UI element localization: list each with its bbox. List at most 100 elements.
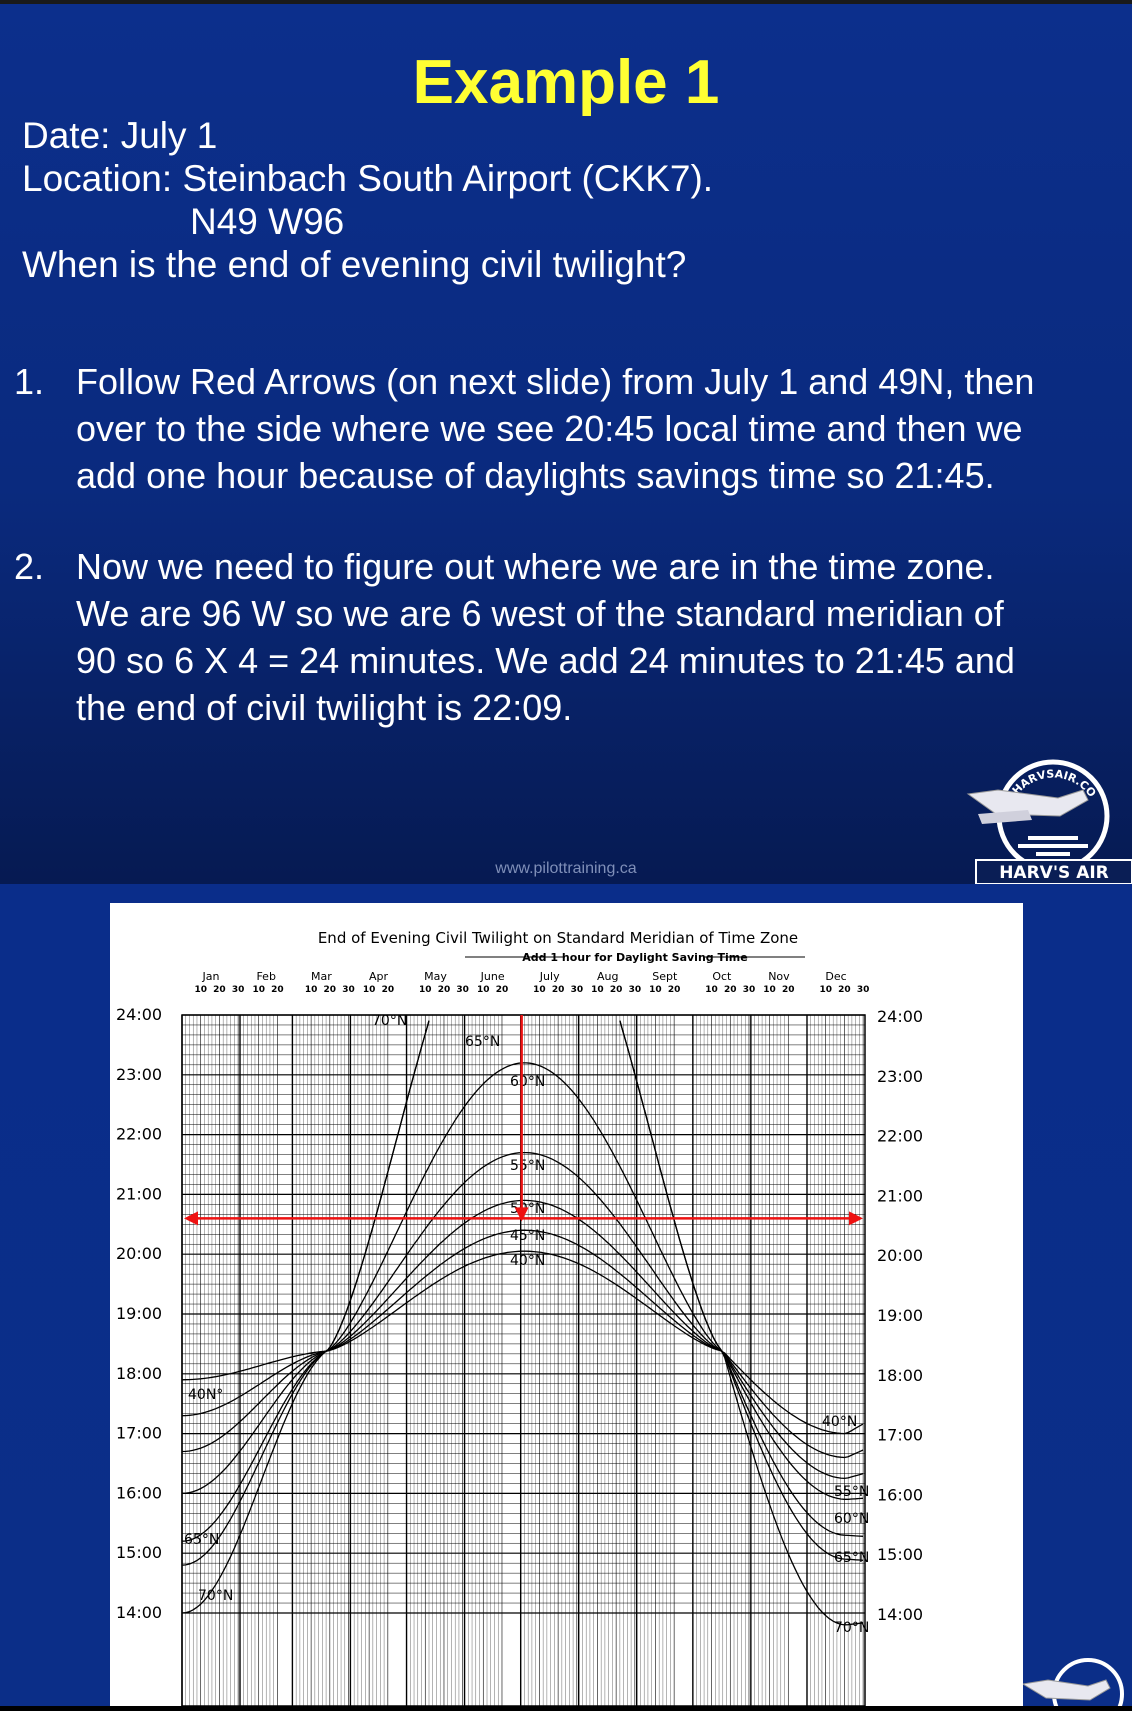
coords-line: N49 W96 [190, 201, 345, 242]
y-tick-label-left: 14:00 [116, 1603, 162, 1622]
y-tick-label-right: 15:00 [877, 1545, 923, 1564]
curve-label-right: 40°N [822, 1414, 857, 1430]
day-tick-label: 20 [271, 985, 284, 995]
day-tick-label: 30 [743, 985, 756, 995]
curve-label-right: 65°N [834, 1550, 869, 1566]
day-tick-label: 10 [477, 985, 490, 995]
curve-label-right: 60°N [834, 1511, 869, 1527]
footer-url: www.pilottraining.ca [495, 860, 637, 877]
curve-label-right: 55°N [834, 1484, 869, 1500]
month-label: Oct [712, 970, 732, 983]
step-line: over to the side where we see 20:45 loca… [76, 408, 1023, 449]
date-line: Date: July 1 [22, 115, 218, 156]
chart-frame [181, 1014, 866, 1707]
y-tick-label-left: 22:00 [116, 1125, 162, 1144]
red-arrowhead-right [849, 1211, 863, 1226]
day-tick-label: 10 [705, 985, 718, 995]
day-tick-label: 20 [438, 985, 451, 995]
twilight-chart: End of Evening Civil Twilight on Standar… [110, 903, 1023, 1707]
latitude-curve [619, 1020, 864, 1626]
day-tick-label: 10 [819, 985, 832, 995]
month-label: Aug [597, 970, 618, 983]
day-tick-label: 20 [668, 985, 681, 995]
step-2: 2. Now we need to figure out where we ar… [14, 543, 1114, 731]
day-tick-label: 20 [382, 985, 395, 995]
day-tick-label: 10 [533, 985, 546, 995]
day-tick-label: 10 [363, 985, 376, 995]
day-tick-label: 20 [838, 985, 851, 995]
y-tick-label-right: 16:00 [877, 1485, 923, 1504]
day-tick-label: 10 [649, 985, 662, 995]
slide-example-1: Example 1 Date: July 1 Location: Steinba… [0, 0, 1132, 884]
y-tick-label-left: 17:00 [116, 1424, 162, 1443]
day-tick-label: 10 [305, 985, 318, 995]
curve-label-left: 70°N [198, 1588, 233, 1604]
curve-label: 45°N [510, 1228, 545, 1244]
day-tick-label: 10 [763, 985, 776, 995]
y-tick-label-right: 23:00 [877, 1067, 923, 1086]
y-tick-label-right: 19:00 [877, 1306, 923, 1325]
day-tick-label: 30 [232, 985, 245, 995]
month-label: Dec [825, 970, 846, 983]
y-tick-label-right: 17:00 [877, 1426, 923, 1445]
y-tick-label-right: 24:00 [877, 1007, 923, 1026]
latitude-curve [181, 1229, 864, 1459]
y-tick-label-left: 16:00 [116, 1483, 162, 1502]
day-tick-label: 10 [252, 985, 265, 995]
month-label: July [539, 970, 560, 983]
curve-label: 65°N [465, 1034, 500, 1050]
y-tick-label-left: 24:00 [116, 1005, 162, 1024]
step-1: 1. Follow Red Arrows (on next slide) fro… [14, 358, 1114, 499]
day-tick-label: 30 [342, 985, 355, 995]
step-number: 1. [14, 361, 45, 402]
chart-title: End of Evening Civil Twilight on Standar… [318, 929, 798, 947]
chart-subtitle: Add 1 hour for Daylight Saving Time [522, 951, 747, 964]
month-label: May [424, 970, 447, 983]
location-line: Location: Steinbach South Airport (CKK7)… [22, 158, 714, 199]
latitude-curve [181, 1250, 864, 1435]
slide-title: Example 1 [412, 48, 720, 117]
y-tick-label-left: 19:00 [116, 1304, 162, 1323]
y-tick-label-right: 20:00 [877, 1246, 923, 1265]
month-label: Apr [369, 970, 389, 983]
y-tick-label-left: 21:00 [116, 1184, 162, 1203]
day-tick-label: 20 [782, 985, 795, 995]
step-line: Follow Red Arrows (on next slide) from J… [76, 361, 1035, 402]
month-label: June [480, 970, 505, 983]
curve-label: 55°N [510, 1158, 545, 1174]
red-arrowhead-down [514, 1207, 529, 1222]
y-tick-label-right: 14:00 [877, 1605, 923, 1624]
month-label: Sept [652, 970, 678, 983]
day-tick-label: 20 [610, 985, 623, 995]
logo-name: HARV'S AIR [999, 863, 1109, 883]
curve-label: 70°N [372, 1013, 407, 1029]
day-tick-label: 10 [419, 985, 432, 995]
month-label: Feb [256, 970, 275, 983]
question-line: When is the end of evening civil twiligh… [22, 244, 687, 285]
harvs-air-logo-small [1021, 1658, 1124, 1706]
step-line: the end of civil twilight is 22:09. [76, 687, 573, 728]
curve-label-right: 70°N [834, 1620, 869, 1636]
step-line: We are 96 W so we are 6 west of the stan… [76, 593, 1004, 634]
harvs-air-logo: HARVSAIR.COM HARV'S AIR [958, 754, 1132, 884]
day-tick-label: 20 [213, 985, 226, 995]
step-line: 90 so 6 X 4 = 24 minutes. We add 24 minu… [76, 640, 1015, 681]
y-tick-label-right: 18:00 [877, 1366, 923, 1385]
day-tick-label: 30 [571, 985, 584, 995]
y-tick-label-left: 18:00 [116, 1364, 162, 1383]
step-number: 2. [14, 546, 45, 587]
curve-label: 60°N [510, 1074, 545, 1090]
y-tick-label-right: 22:00 [877, 1127, 923, 1146]
month-label: Mar [311, 970, 332, 983]
step-line: add one hour because of daylights saving… [76, 455, 995, 496]
y-tick-label-right: 21:00 [877, 1186, 923, 1205]
twilight-chart-svg: End of Evening Civil Twilight on Standar… [116, 929, 923, 1707]
day-tick-label: 20 [324, 985, 337, 995]
day-tick-label: 20 [724, 985, 737, 995]
day-tick-label: 30 [629, 985, 642, 995]
y-tick-label-left: 15:00 [116, 1543, 162, 1562]
month-label: Nov [768, 970, 790, 983]
y-tick-label-left: 23:00 [116, 1065, 162, 1084]
day-tick-label: 10 [194, 985, 207, 995]
red-arrowhead-left [184, 1211, 198, 1226]
